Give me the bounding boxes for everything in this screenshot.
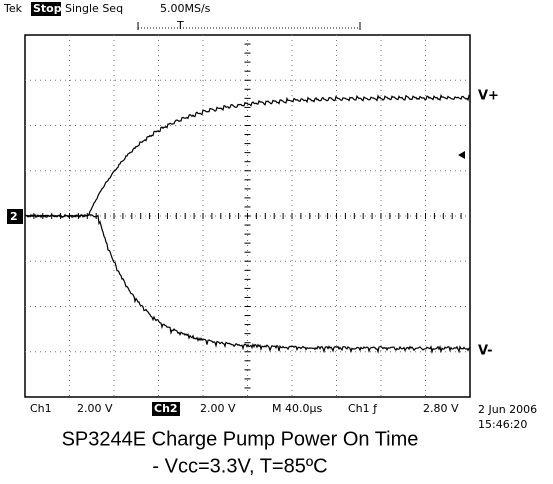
ch2-scale: 2.00 V xyxy=(200,402,236,415)
ch1-scale: 2.00 V xyxy=(77,402,113,415)
ch2: Ch2 xyxy=(154,402,178,415)
upper-label: V+ xyxy=(478,89,499,104)
caption-line2: - Vcc=3.3V, T=85ºC xyxy=(152,455,327,477)
timebase: M 40.0µs xyxy=(272,402,322,415)
trigger-level-arrow xyxy=(458,151,465,159)
trigger-source: Ch1 ƒ xyxy=(348,402,378,415)
lower-trace xyxy=(24,213,471,355)
caption-line1: SP3244E Charge Pump Power On Time xyxy=(62,428,419,450)
mode: Single Seq xyxy=(65,2,123,15)
time: 15:46:20 xyxy=(478,418,527,431)
channel-marker-box xyxy=(7,209,23,224)
ch2-box xyxy=(152,402,180,416)
state: Stop: xyxy=(33,2,66,15)
upper-trace xyxy=(24,93,471,218)
trigger-window xyxy=(137,22,361,30)
trigger-marker: T xyxy=(176,19,184,32)
channel-marker: 2 xyxy=(10,210,18,223)
brand: Tek xyxy=(3,2,23,15)
trigger-level: 2.80 V xyxy=(423,402,459,415)
lower-label: V- xyxy=(478,344,493,359)
graticule xyxy=(24,34,471,397)
date: 2 Jun 2006 xyxy=(478,403,537,416)
rate: 5.00MS/s xyxy=(160,2,211,15)
state-box xyxy=(31,2,61,16)
ch1: Ch1 xyxy=(30,402,52,415)
